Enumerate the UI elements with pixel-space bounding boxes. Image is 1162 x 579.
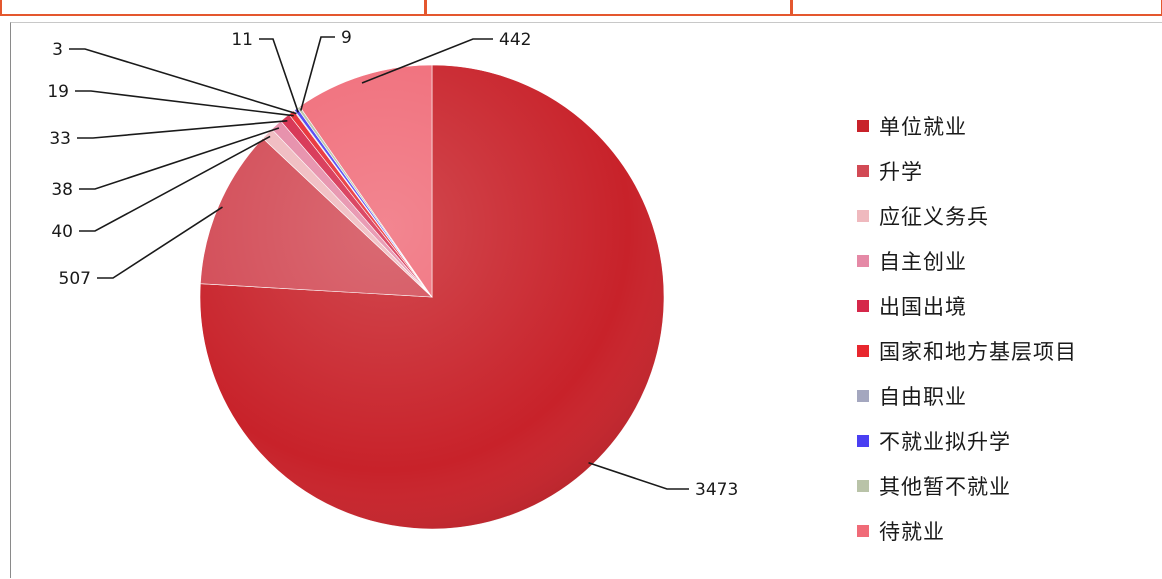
table-cell bbox=[425, 0, 791, 14]
data-label: 11 bbox=[231, 30, 253, 50]
legend-swatch bbox=[857, 345, 869, 357]
legend-swatch bbox=[857, 210, 869, 222]
legend-label: 不就业拟升学 bbox=[879, 430, 1011, 454]
pie-chart: 3473 507 40 38 33 19 3 11 9 442 单位就业升学应征义务兵自主创业出国… bbox=[47, 28, 1077, 544]
leader-line bbox=[259, 38, 299, 113]
data-label: 3473 bbox=[695, 480, 738, 500]
data-label: 33 bbox=[49, 129, 71, 149]
leader-line bbox=[75, 90, 294, 117]
legend-label: 升学 bbox=[879, 160, 923, 184]
table-cell bbox=[791, 0, 1162, 14]
data-labels: 3473 507 40 38 33 19 3 11 9 442 bbox=[47, 28, 738, 500]
legend-swatch bbox=[857, 165, 869, 177]
leader-line bbox=[588, 462, 689, 490]
legend-swatch bbox=[857, 255, 869, 267]
leader-line bbox=[79, 135, 271, 232]
leader-line bbox=[300, 36, 335, 111]
legend-label: 其他暂不就业 bbox=[879, 475, 1011, 499]
legend-swatch bbox=[857, 120, 869, 132]
data-label: 19 bbox=[47, 82, 69, 102]
legend-label: 自主创业 bbox=[879, 250, 967, 274]
top-table-border bbox=[0, 0, 1162, 16]
data-label: 3 bbox=[52, 40, 63, 60]
table-cell bbox=[0, 0, 425, 14]
legend-label: 自由职业 bbox=[879, 385, 967, 409]
leader-line bbox=[97, 206, 223, 279]
leader-line bbox=[79, 127, 280, 190]
leader-line bbox=[69, 48, 297, 115]
legend-swatch bbox=[857, 435, 869, 447]
pie-shading bbox=[200, 65, 664, 529]
legend-label: 单位就业 bbox=[879, 115, 967, 139]
data-label: 38 bbox=[51, 180, 73, 200]
legend-swatch bbox=[857, 525, 869, 537]
data-label: 507 bbox=[59, 269, 91, 289]
data-label: 442 bbox=[499, 30, 531, 50]
leader-line bbox=[361, 38, 493, 84]
leader-line bbox=[77, 119, 288, 139]
legend-label: 国家和地方基层项目 bbox=[879, 340, 1077, 364]
legend-label: 待就业 bbox=[879, 520, 945, 544]
chart-area: 3473 507 40 38 33 19 3 11 9 442 单位就业升学应征义务兵自主创业出国… bbox=[10, 22, 1162, 578]
legend-swatch bbox=[857, 300, 869, 312]
legend-label: 应征义务兵 bbox=[879, 205, 989, 229]
legend-label: 出国出境 bbox=[879, 295, 967, 319]
data-label: 40 bbox=[51, 222, 73, 242]
data-label: 9 bbox=[341, 28, 352, 48]
legend-swatch bbox=[857, 390, 869, 402]
pie-slices bbox=[199, 64, 665, 530]
legend: 单位就业升学应征义务兵自主创业出国出境国家和地方基层项目自由职业不就业拟升学其他… bbox=[857, 115, 1077, 544]
legend-swatch bbox=[857, 480, 869, 492]
